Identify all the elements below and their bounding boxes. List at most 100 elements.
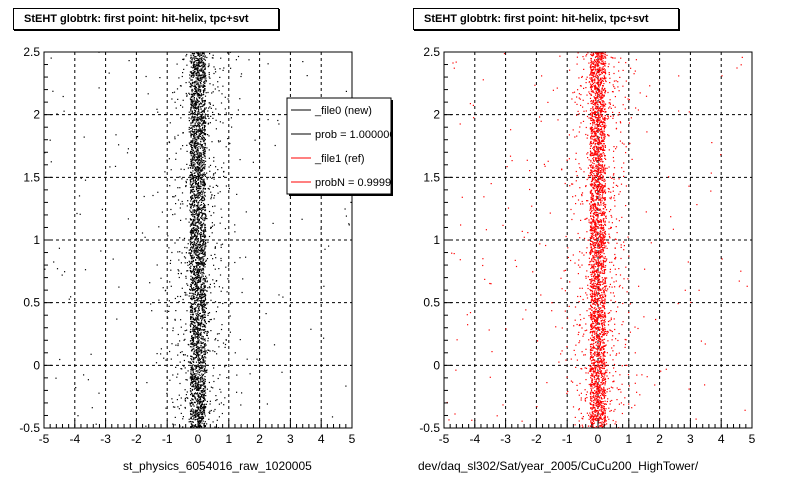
data-point (136, 136, 139, 138)
data-point (188, 126, 190, 129)
data-point (197, 252, 199, 254)
data-point (194, 104, 196, 106)
data-point (204, 182, 206, 184)
data-point (600, 141, 603, 143)
data-point (213, 72, 215, 75)
data-point (204, 415, 206, 417)
data-point (201, 145, 203, 147)
data-point (202, 189, 204, 191)
data-point (592, 175, 594, 177)
data-point (199, 94, 201, 97)
data-point (223, 67, 225, 69)
data-point (195, 229, 197, 232)
data-point (219, 222, 221, 224)
data-point (182, 416, 184, 418)
data-point (194, 103, 196, 105)
data-point (204, 348, 206, 350)
data-point (600, 312, 602, 314)
data-point (198, 271, 200, 273)
data-point (204, 237, 206, 239)
data-point (599, 212, 601, 214)
data-point (202, 300, 204, 302)
data-point (164, 171, 166, 173)
data-point (177, 134, 179, 136)
data-point (186, 379, 188, 381)
data-point (192, 128, 194, 130)
data-point (199, 327, 201, 329)
data-point (197, 332, 200, 334)
data-point (197, 185, 199, 187)
data-point (248, 59, 250, 61)
data-point (196, 218, 198, 220)
data-point (192, 318, 194, 320)
data-point (194, 56, 196, 58)
data-point (194, 288, 196, 291)
data-point (197, 90, 199, 92)
data-point (213, 160, 215, 162)
data-point (204, 307, 206, 309)
data-point (209, 350, 211, 352)
data-point (200, 80, 203, 82)
data-point (604, 121, 606, 123)
data-point (601, 159, 603, 161)
data-point (204, 209, 207, 211)
data-point (196, 415, 198, 417)
data-point (202, 277, 204, 280)
data-point (200, 260, 202, 262)
data-point (199, 384, 202, 387)
data-point (190, 112, 192, 114)
data-point (198, 69, 200, 71)
data-point (190, 384, 192, 386)
data-point (204, 101, 206, 103)
data-point (211, 232, 213, 234)
data-point (603, 422, 605, 424)
data-point (192, 57, 194, 59)
data-point (192, 106, 194, 108)
data-point (190, 72, 192, 74)
data-point (197, 408, 199, 410)
data-point (192, 227, 194, 229)
data-point (594, 59, 596, 61)
data-point (198, 387, 200, 390)
data-point (236, 193, 238, 195)
data-point (204, 352, 206, 354)
data-point (595, 269, 597, 272)
data-point (196, 152, 198, 154)
data-point (198, 103, 200, 105)
data-point (206, 56, 208, 59)
data-point (203, 205, 205, 207)
data-point (590, 63, 592, 65)
data-point (198, 347, 200, 349)
data-point (195, 140, 197, 143)
data-point (215, 71, 217, 73)
data-point (601, 121, 603, 123)
data-point (201, 168, 203, 170)
data-point (592, 221, 594, 223)
data-point (202, 339, 204, 341)
data-point (210, 299, 212, 301)
data-point (199, 233, 201, 235)
data-point (200, 271, 202, 273)
data-point (194, 274, 196, 276)
data-point (194, 329, 196, 331)
data-point (204, 325, 206, 327)
data-point (191, 94, 194, 96)
data-point (203, 180, 205, 183)
data-point (204, 229, 206, 231)
data-point (192, 220, 194, 222)
data-point (199, 346, 201, 349)
data-point (195, 356, 197, 358)
data-point (278, 294, 280, 296)
data-point (590, 324, 593, 326)
data-point (192, 112, 195, 114)
data-point (205, 403, 207, 405)
data-point (193, 271, 195, 273)
data-point (593, 296, 595, 298)
data-point (206, 280, 208, 282)
data-point (199, 135, 202, 137)
data-point (198, 365, 200, 367)
data-point (209, 164, 212, 166)
data-point (189, 376, 192, 378)
data-point (201, 306, 203, 308)
data-point (201, 335, 203, 337)
